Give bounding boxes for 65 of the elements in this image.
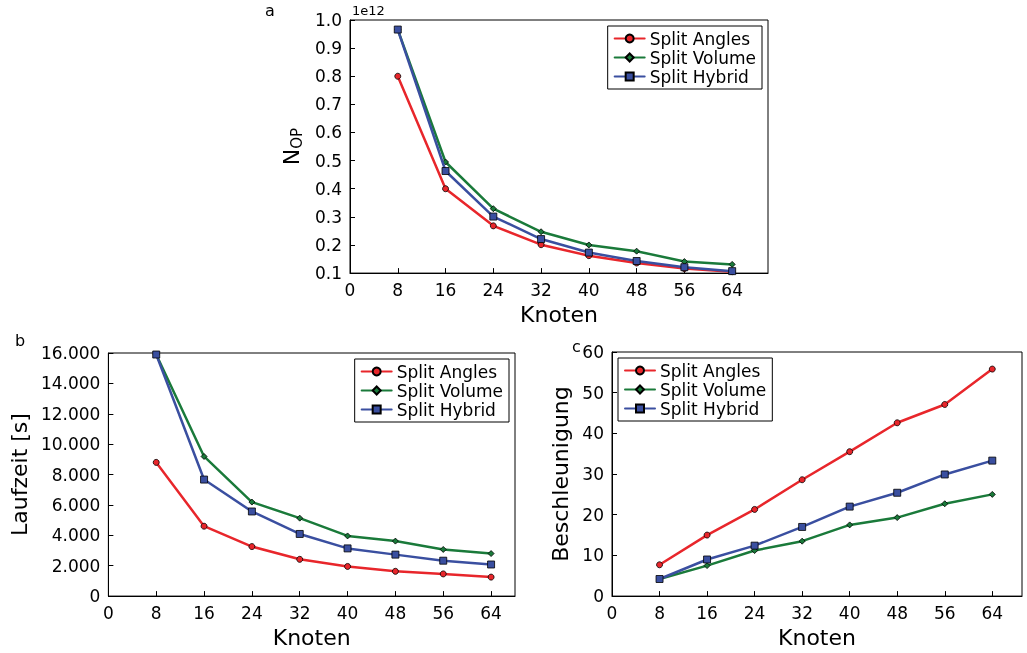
legend-label: Split Angles — [660, 360, 761, 381]
x-axis-title: Knoten — [778, 624, 856, 650]
x-axis-title: Knoten — [520, 301, 598, 327]
y-tick-label: 1.0 — [314, 10, 342, 30]
text: b — [15, 330, 26, 350]
x-tick-label: 8 — [654, 602, 665, 623]
x-tick-label: 0 — [606, 602, 618, 623]
y-axis-title: Laufzeit [s] — [6, 413, 32, 536]
y-tick-label: 0.3 — [314, 206, 342, 227]
y-tick-label: 0.1 — [314, 263, 342, 284]
x-tick-label: 40 — [838, 602, 861, 623]
x-tick-label: 56 — [432, 602, 455, 623]
text: 1e12 — [352, 3, 385, 18]
y-tick-label: 50 — [582, 382, 604, 403]
x-tick-label: 8 — [150, 602, 162, 623]
text: c — [572, 336, 581, 356]
legend-label: Split Angles — [396, 361, 498, 382]
x-tick-label: 48 — [625, 279, 648, 300]
x-tick-label: 40 — [336, 602, 359, 623]
x-tick-label: 32 — [530, 279, 552, 300]
y-tick-label: 0.4 — [314, 178, 342, 199]
y-tick-label: 0.8 — [314, 66, 342, 87]
x-tick-label: 16 — [434, 279, 457, 300]
x-tick-label: 24 — [241, 602, 263, 623]
x-tick-label: 16 — [696, 602, 718, 623]
y-tick-label: 40 — [582, 423, 604, 444]
x-tick-label: 32 — [288, 602, 311, 623]
x-tick-label: 48 — [886, 602, 909, 623]
y-tick-label: 0 — [89, 586, 101, 607]
x-tick-label: 64 — [721, 279, 743, 300]
x-tick-label: 8 — [392, 279, 404, 300]
y-tick-label: 10.000 — [40, 434, 101, 455]
x-axis-title: Knoten — [272, 624, 351, 650]
y-axis-title: NOP — [279, 127, 306, 166]
y-tick-label: 12.000 — [40, 403, 101, 424]
x-tick-label: 32 — [791, 602, 813, 623]
y-tick-label: 0 — [593, 586, 604, 607]
x-tick-label: 16 — [193, 602, 215, 623]
y-tick-label: 0.6 — [314, 122, 342, 143]
x-tick-label: 48 — [384, 602, 407, 623]
x-tick-label: 0 — [344, 279, 356, 300]
y-tick-label: 0.7 — [314, 94, 342, 115]
x-tick-label: 56 — [673, 279, 696, 300]
y-tick-label: 14.000 — [40, 373, 101, 394]
y-tick-label: 0.9 — [314, 38, 342, 59]
y-tick-label: 10 — [582, 545, 604, 566]
x-tick-label: 0 — [102, 602, 114, 623]
y-tick-label: 0.2 — [314, 234, 342, 255]
y-tick-label: 0.5 — [314, 150, 342, 171]
x-tick-label: 64 — [981, 602, 1004, 623]
x-tick-label: 24 — [743, 602, 766, 623]
y-tick-label: 8.000 — [51, 464, 101, 485]
y-tick-label: 30 — [582, 464, 604, 485]
legend-label: Split Angles — [649, 28, 751, 49]
y-tick-label: 2.000 — [51, 555, 101, 576]
y-tick-label: 20 — [582, 504, 604, 525]
y-tick-label: 16.000 — [40, 343, 101, 363]
text: a — [265, 0, 275, 20]
y-tick-label: 4.000 — [51, 525, 101, 546]
y-axis-title: Beschleunigung — [547, 386, 573, 562]
x-tick-label: 64 — [480, 602, 502, 623]
y-tick-label: 6.000 — [51, 494, 101, 515]
x-tick-label: 56 — [933, 602, 956, 623]
x-tick-label: 24 — [482, 279, 505, 300]
y-tick-label: 60 — [582, 342, 604, 362]
